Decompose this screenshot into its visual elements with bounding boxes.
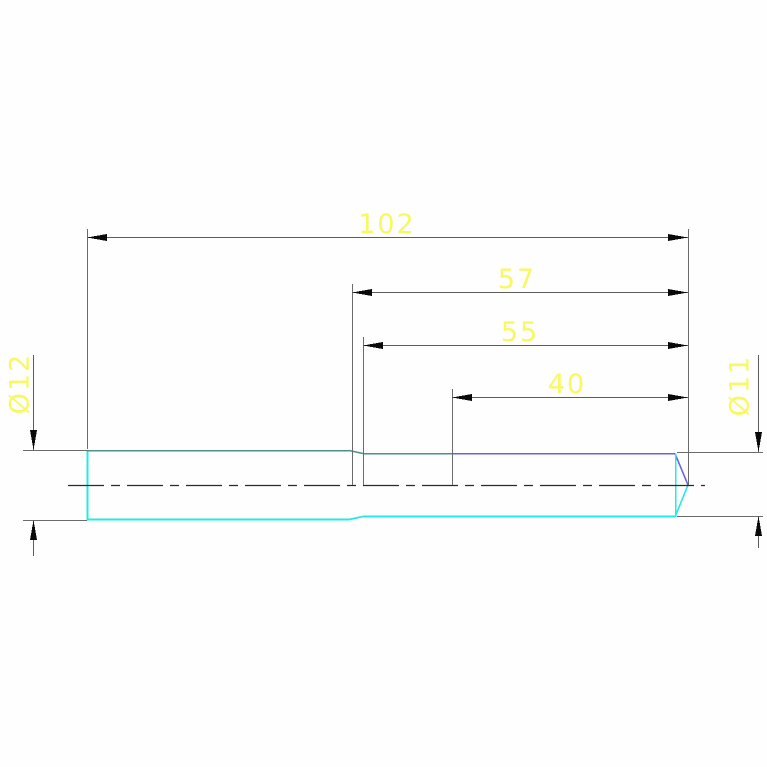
dim-label-55: 55: [500, 317, 540, 348]
dim-label-102: 102: [358, 209, 416, 240]
dim-label-dia11: Ø11: [724, 354, 756, 417]
dim-57-arrow-left-icon: [352, 289, 372, 296]
dim-dia11-arrow-down-icon: [755, 432, 762, 452]
dim-dia11: [677, 355, 763, 548]
dim-label-40: 40: [547, 369, 587, 400]
dim-55-arrow-right-icon: [668, 342, 688, 349]
dim-dia12-arrow-up-icon: [30, 520, 37, 540]
part-outline: [86, 449, 689, 521]
dim-label-57: 57: [497, 264, 537, 295]
dim-40: [452, 389, 688, 485]
dim-dia12: [23, 355, 87, 556]
part-bottom-step: [348, 515, 364, 521]
dim-dia11-arrow-up-icon: [755, 516, 762, 536]
dim-40-arrow-left-icon: [452, 394, 472, 401]
part-top-step: [348, 449, 364, 455]
dim-label-dia12: Ø12: [4, 352, 36, 415]
dim-40-arrow-right-icon: [668, 394, 688, 401]
dim-55: [363, 337, 688, 485]
part-tip-bottom-chamfer: [674, 484, 689, 518]
dim-102-arrow-right-icon: [668, 234, 688, 241]
dim-102-arrow-left-icon: [87, 234, 107, 241]
dim-dia12-arrow-down-icon: [30, 430, 37, 450]
dim-57: [352, 284, 688, 485]
dim-57-arrow-right-icon: [668, 289, 688, 296]
dim-102: [87, 229, 689, 485]
part-tip-top-chamfer: [674, 453, 689, 486]
dim-55-arrow-left-icon: [363, 342, 383, 349]
